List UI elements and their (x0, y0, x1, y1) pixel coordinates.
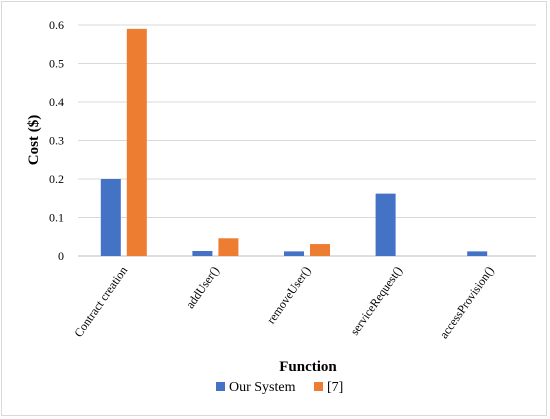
y-tick-label: 0.5 (49, 57, 64, 71)
legend-swatch (314, 382, 323, 391)
x-tick-label: serviceRequest() (347, 264, 405, 338)
y-tick-label: 0.1 (49, 211, 64, 225)
legend: Our System [7] (216, 380, 343, 395)
y-axis-ticks: 0 0.1 0.2 0.3 0.4 0.5 0.6 (49, 18, 64, 263)
gridlines (78, 24, 536, 257)
y-tick-label: 0 (58, 249, 64, 263)
y-axis-title: Cost ($) (26, 115, 42, 165)
bar--7--1 (218, 238, 239, 256)
x-tick-label: accessProvision() (437, 264, 497, 341)
bar-our-system-0 (100, 179, 121, 256)
bar-our-system-2 (284, 251, 304, 256)
bars (100, 28, 488, 256)
y-tick-label: 0.3 (49, 134, 64, 148)
legend-label: Our System (229, 380, 296, 395)
bar-our-system-1 (192, 250, 213, 256)
y-tick-label: 0.2 (49, 172, 64, 186)
y-tick-label: 0.4 (49, 95, 64, 109)
x-tick-label: removeUser() (264, 264, 314, 327)
x-tick-label: addUser() (183, 264, 222, 311)
legend-label: [7] (327, 380, 343, 395)
x-axis-title: Function (279, 359, 337, 375)
bar-our-system-4 (467, 251, 488, 256)
bar--7--0 (126, 28, 147, 256)
x-tick-label: Contract creation (71, 264, 130, 340)
legend-swatch (216, 382, 225, 391)
bar--7--2 (310, 244, 330, 256)
x-axis-ticks: Contract creation addUser() removeUser() se… (71, 264, 496, 341)
y-tick-label: 0.6 (49, 18, 64, 32)
bar-our-system-3 (375, 193, 396, 256)
